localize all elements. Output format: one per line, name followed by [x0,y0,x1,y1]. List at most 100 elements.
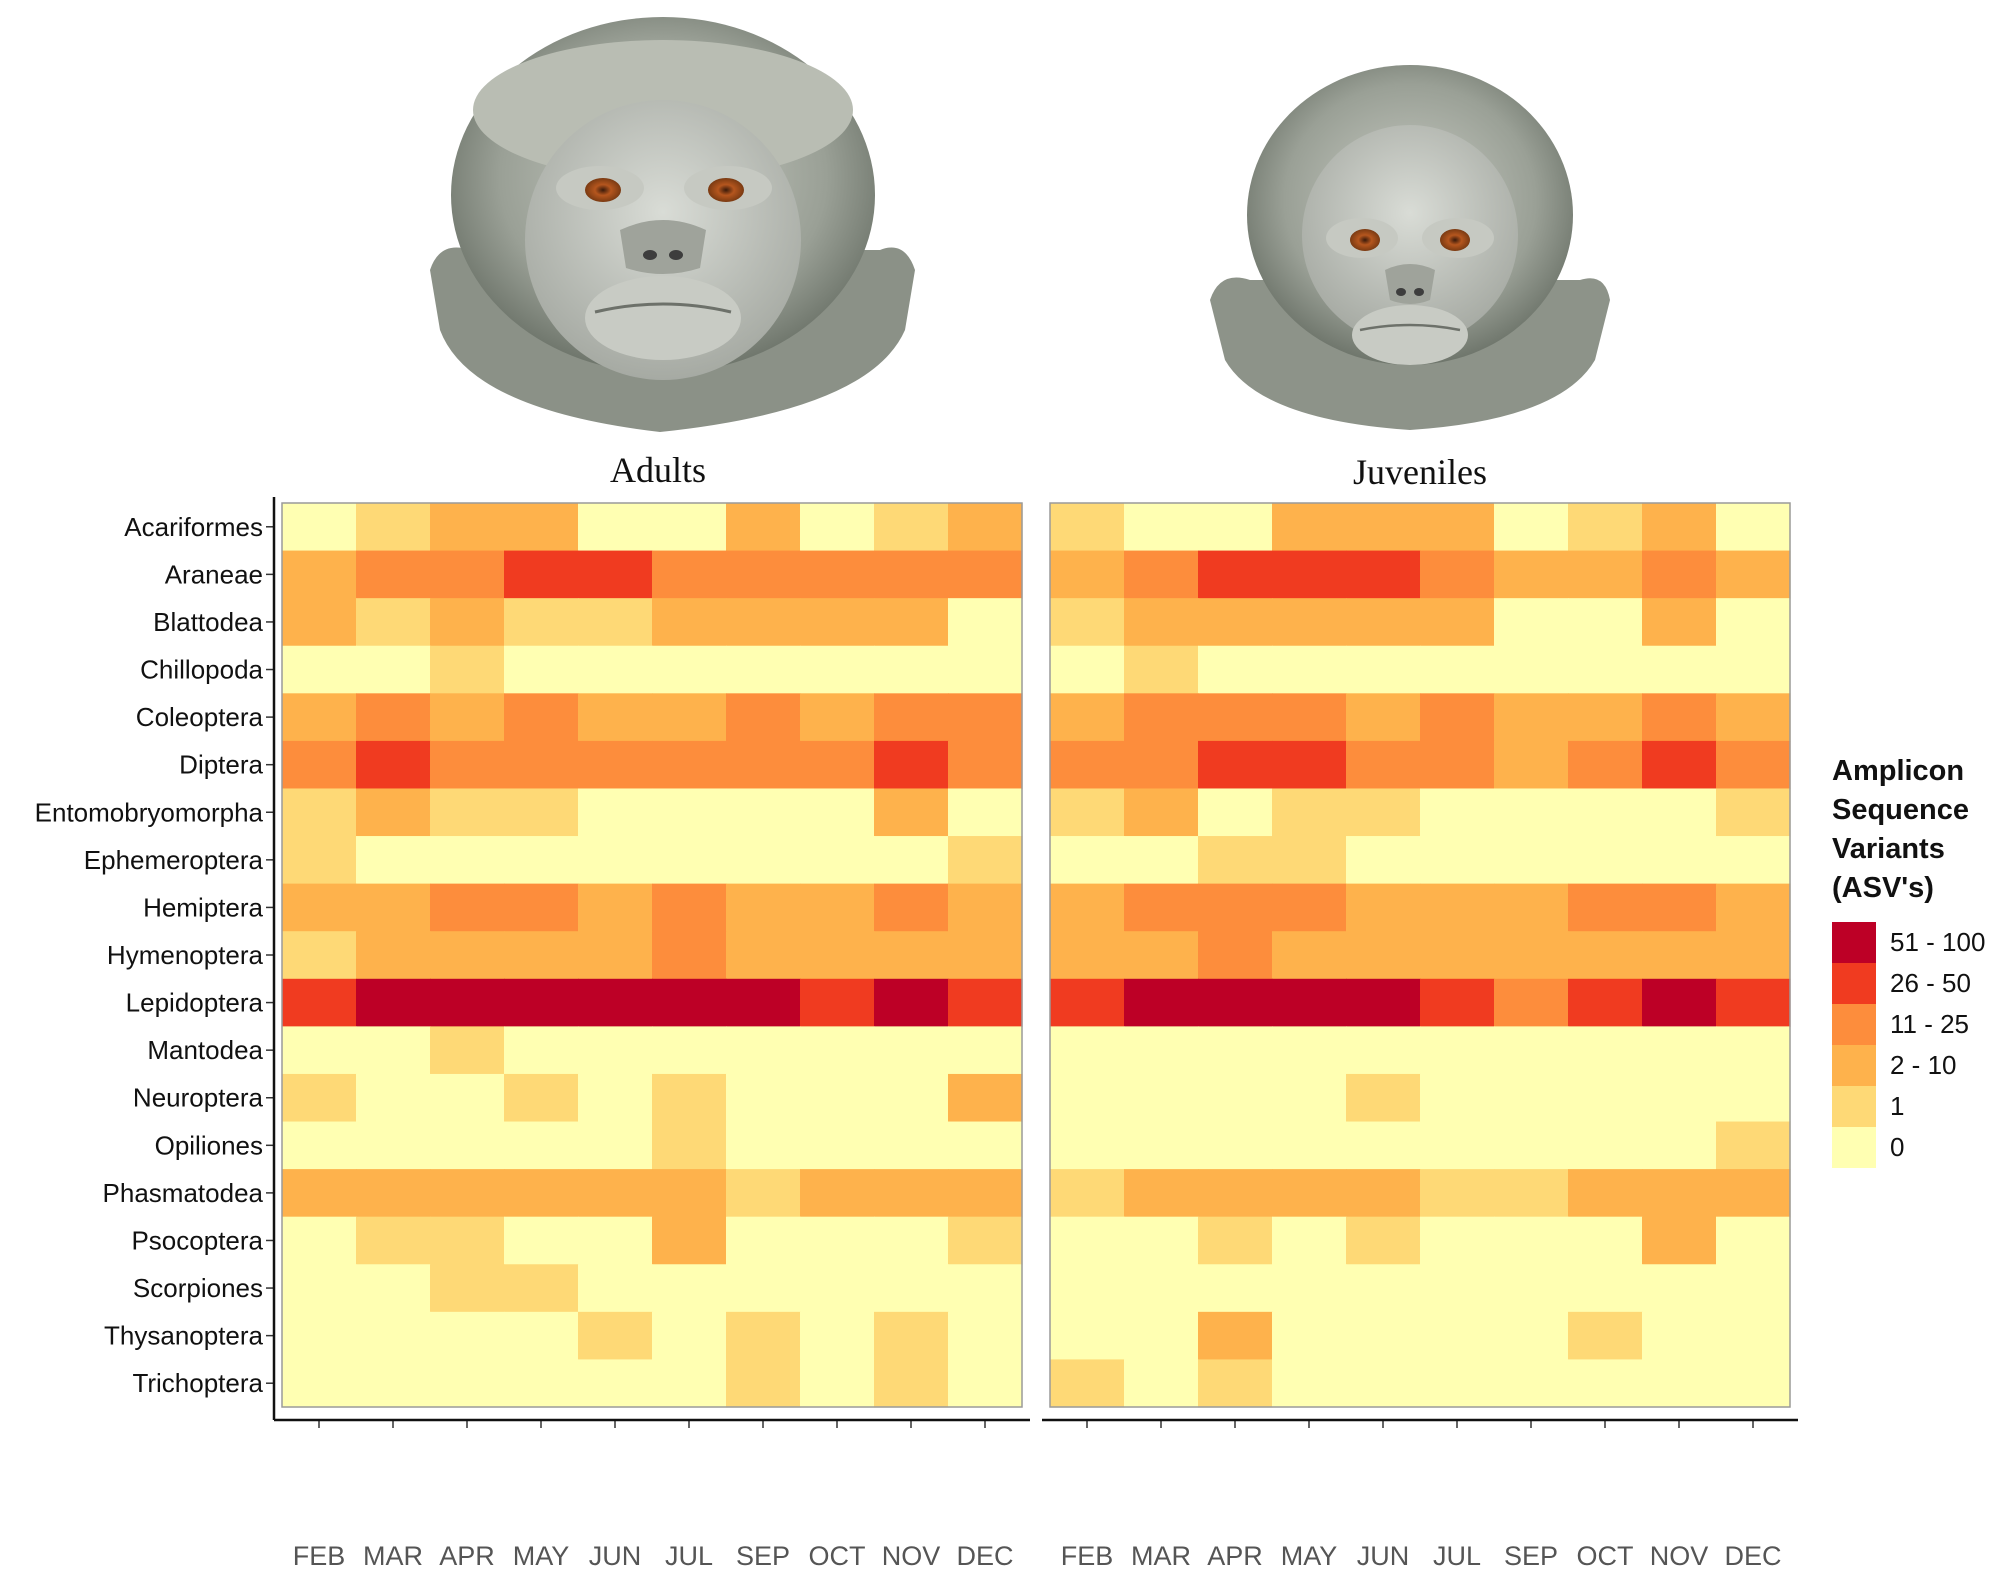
heatmap-cell [1420,503,1495,552]
heatmap-cell [1642,883,1717,932]
heatmap-cell [356,740,431,790]
y-tick-label: Psocoptera [131,1225,263,1255]
heatmap-cell [800,883,875,932]
heatmap-cell [726,598,801,647]
heatmap-cell [1198,788,1273,837]
heatmap-cell [1494,836,1569,885]
legend-item: 2 - 10 [1832,1045,2002,1086]
heatmap-cell [1050,1121,1125,1170]
heatmap-cell [726,1216,801,1265]
heatmap-cell [726,1121,801,1170]
heatmap-cell [948,1216,1023,1265]
legend-title-line: Sequence [1832,794,1969,826]
heatmap-cell [1494,645,1569,694]
heatmap-cell [1716,978,1791,1027]
heatmap-cell [1346,1169,1421,1218]
heatmap-cell [1198,931,1273,980]
heatmap-cell [1716,1121,1791,1170]
heatmap-cell [800,1311,875,1361]
panel-title-adults: Adults [610,450,706,490]
heatmap-cell [504,503,579,552]
heatmap-cell [1050,836,1125,885]
heatmap-cell [356,978,431,1027]
heatmap-cell [1494,1121,1569,1170]
heatmap-cell [652,550,727,599]
heatmap-cell [1346,883,1421,932]
heatmap-cell [1050,883,1125,932]
heatmap-cell [1568,1216,1643,1265]
heatmap-cell [948,836,1023,885]
heatmap-cell [504,598,579,647]
heatmap-cell [1124,1121,1199,1170]
heatmap-cell [1716,503,1791,552]
heatmap-cell [874,645,949,694]
heatmap-cell [1716,931,1791,980]
heatmap-cell [1494,978,1569,1027]
heatmap-cell [1124,1216,1199,1265]
heatmap-cell [1642,1264,1717,1313]
heatmap-cell [1642,550,1717,599]
heatmap-cell [1346,1359,1421,1408]
heatmap-cell [726,645,801,694]
heatmap-cell [282,1359,357,1408]
heatmap-cell [1124,1073,1199,1123]
heatmap-cell [504,1121,579,1170]
heatmap-cell [578,1073,653,1123]
legend-title-line: Amplicon [1832,755,1965,787]
heatmap-cell [948,740,1023,790]
heatmap-cell [504,836,579,885]
heatmap-cell [430,1264,505,1313]
heatmap-cell [948,1311,1023,1361]
heatmap-cell [282,1073,357,1123]
heatmap-cell [1642,503,1717,552]
heatmap-cell [948,883,1023,932]
heatmap-cell [652,740,727,790]
heatmap-cell [948,1359,1023,1408]
heatmap-cell [356,1026,431,1075]
heatmap-cell [1568,883,1643,932]
heatmap-cell [874,740,949,790]
y-tick-label: Neuroptera [133,1083,264,1113]
heatmap-cell [1272,550,1347,599]
heatmap-cell [282,836,357,885]
heatmap-cell [1568,1264,1643,1313]
heatmap-cell [1716,1264,1791,1313]
heatmap-cell [948,645,1023,694]
heatmap-cell [356,1216,431,1265]
heatmap-cell [1272,1264,1347,1313]
heatmap-cell [504,740,579,790]
y-tick-label: Ephemeroptera [84,845,264,875]
heatmap-cell [948,1026,1023,1075]
heatmap-cell [948,1073,1023,1123]
heatmap-cell [948,503,1023,552]
heatmap-cell [430,645,505,694]
heatmap-cell [1346,1264,1421,1313]
heatmap-cell [726,740,801,790]
heatmap-cell [578,503,653,552]
heatmap-cell [1716,788,1791,837]
x-tick-label: FEB [293,1541,346,1570]
heatmap-cell [1272,1359,1347,1408]
heatmap-cell [1568,788,1643,837]
heatmap-cell [1420,645,1495,694]
legend-swatch [1832,1086,1876,1127]
heatmap-cell [1050,740,1125,790]
heatmap-cell [1642,740,1717,790]
heatmap-cell [1198,1121,1273,1170]
heatmap-cell [578,788,653,837]
heatmap-cell [282,1026,357,1075]
x-tick-label: SEP [1504,1541,1558,1570]
heatmap-cell [1272,1121,1347,1170]
heatmap-cell [948,1264,1023,1313]
heatmap-cell [1198,1216,1273,1265]
heatmap-cell [1420,1073,1495,1123]
heatmap-cell [652,931,727,980]
heatmap-cell [1716,1073,1791,1123]
heatmap-cell [1272,503,1347,552]
heatmap-cell [1050,1169,1125,1218]
heatmap-cell [726,550,801,599]
legend-label: 26 - 50 [1890,968,1971,998]
heatmap-cell [652,1121,727,1170]
heatmap-cell [1420,1264,1495,1313]
x-tick-label: MAY [513,1541,570,1570]
